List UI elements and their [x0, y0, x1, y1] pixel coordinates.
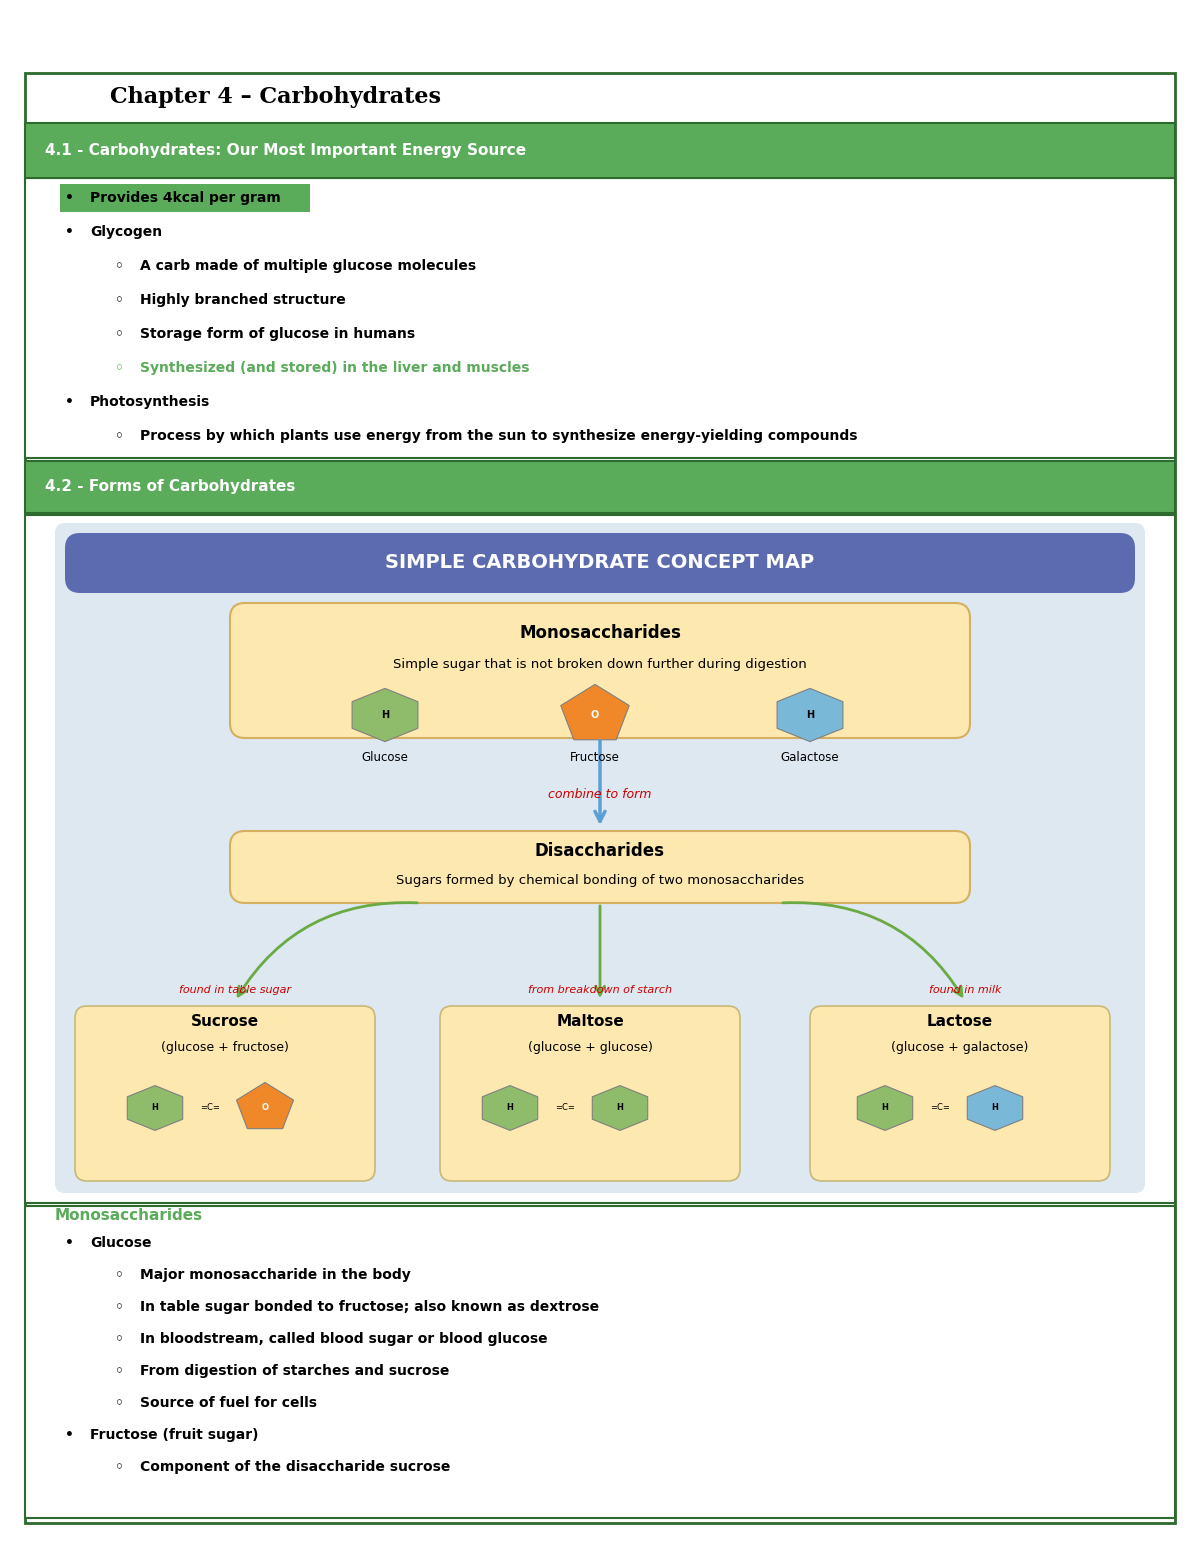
Polygon shape [593, 1086, 648, 1131]
Text: ◦: ◦ [115, 328, 124, 342]
Text: Provides 4kcal per gram: Provides 4kcal per gram [90, 191, 281, 205]
Text: From digestion of starches and sucrose: From digestion of starches and sucrose [140, 1364, 449, 1378]
FancyBboxPatch shape [74, 1006, 374, 1180]
FancyBboxPatch shape [65, 533, 1135, 593]
Text: (glucose + glucose): (glucose + glucose) [528, 1042, 653, 1054]
Text: Disaccharides: Disaccharides [535, 842, 665, 860]
Text: (glucose + fructose): (glucose + fructose) [161, 1042, 289, 1054]
Text: ◦: ◦ [115, 429, 124, 443]
Text: Component of the disaccharide sucrose: Component of the disaccharide sucrose [140, 1460, 450, 1474]
Text: (glucose + galactose): (glucose + galactose) [892, 1042, 1028, 1054]
Text: Glucose: Glucose [361, 752, 408, 764]
Text: =C=: =C= [200, 1104, 220, 1112]
Text: O: O [262, 1104, 269, 1112]
Text: ◦: ◦ [115, 294, 124, 307]
Text: Glucose: Glucose [90, 1236, 151, 1250]
Text: =C=: =C= [556, 1104, 575, 1112]
Text: SIMPLE CARBOHYDRATE CONCEPT MAP: SIMPLE CARBOHYDRATE CONCEPT MAP [385, 553, 815, 573]
Text: ◦: ◦ [115, 1364, 124, 1378]
FancyBboxPatch shape [440, 1006, 740, 1180]
Text: found in milk: found in milk [929, 985, 1001, 995]
Text: H: H [806, 710, 814, 721]
Text: Storage form of glucose in humans: Storage form of glucose in humans [140, 328, 415, 342]
Polygon shape [967, 1086, 1022, 1131]
Text: Galactose: Galactose [781, 752, 839, 764]
Text: Fructose: Fructose [570, 752, 620, 764]
Text: ◦: ◦ [115, 1300, 124, 1314]
Text: Synthesized (and stored) in the liver and muscles: Synthesized (and stored) in the liver an… [140, 360, 529, 374]
Text: H: H [991, 1104, 998, 1112]
Text: Chapter 4 – Carbohydrates: Chapter 4 – Carbohydrates [110, 85, 442, 109]
Text: Glycogen: Glycogen [90, 225, 162, 239]
Text: Maltose: Maltose [556, 1014, 624, 1028]
Polygon shape [482, 1086, 538, 1131]
Text: Photosynthesis: Photosynthesis [90, 394, 210, 408]
FancyBboxPatch shape [810, 1006, 1110, 1180]
Text: Process by which plants use energy from the sun to synthesize energy-yielding co: Process by which plants use energy from … [140, 429, 858, 443]
Text: combine to form: combine to form [548, 789, 652, 801]
Text: A carb made of multiple glucose molecules: A carb made of multiple glucose molecule… [140, 259, 476, 273]
Text: from breakdown of starch: from breakdown of starch [528, 985, 672, 995]
Text: •: • [65, 1429, 74, 1443]
Text: ◦: ◦ [115, 1460, 124, 1474]
Text: H: H [151, 1104, 158, 1112]
Text: In table sugar bonded to fructose; also known as dextrose: In table sugar bonded to fructose; also … [140, 1300, 599, 1314]
Text: Highly branched structure: Highly branched structure [140, 294, 346, 307]
FancyBboxPatch shape [25, 73, 1175, 1523]
FancyBboxPatch shape [230, 831, 970, 902]
Text: Simple sugar that is not broken down further during digestion: Simple sugar that is not broken down fur… [394, 658, 806, 671]
FancyBboxPatch shape [60, 183, 310, 213]
Text: •: • [65, 1236, 74, 1250]
Text: H: H [617, 1104, 624, 1112]
Polygon shape [857, 1086, 913, 1131]
Text: Fructose (fruit sugar): Fructose (fruit sugar) [90, 1429, 258, 1443]
Text: ◦: ◦ [115, 1396, 124, 1410]
FancyBboxPatch shape [25, 123, 1175, 179]
FancyBboxPatch shape [25, 461, 1175, 512]
Text: ◦: ◦ [115, 259, 124, 273]
Text: •: • [65, 394, 74, 408]
Text: Monosaccharides: Monosaccharides [55, 1208, 203, 1222]
Text: ◦: ◦ [115, 1267, 124, 1281]
Text: In bloodstream, called blood sugar or blood glucose: In bloodstream, called blood sugar or bl… [140, 1332, 547, 1346]
Text: =C=: =C= [930, 1104, 950, 1112]
Polygon shape [352, 688, 418, 742]
Polygon shape [778, 688, 842, 742]
Text: Major monosaccharide in the body: Major monosaccharide in the body [140, 1267, 410, 1281]
Text: •: • [65, 225, 74, 239]
Text: ◦: ◦ [115, 360, 124, 374]
Polygon shape [560, 685, 629, 739]
Text: •: • [65, 191, 74, 205]
Text: Monosaccharides: Monosaccharides [520, 624, 680, 641]
FancyBboxPatch shape [55, 523, 1145, 1193]
Text: ◦: ◦ [115, 1332, 124, 1346]
FancyBboxPatch shape [25, 179, 1175, 458]
Text: Sugars formed by chemical bonding of two monosaccharides: Sugars formed by chemical bonding of two… [396, 874, 804, 887]
FancyBboxPatch shape [25, 516, 1175, 1204]
FancyBboxPatch shape [230, 603, 970, 738]
Text: Source of fuel for cells: Source of fuel for cells [140, 1396, 317, 1410]
Text: 4.2 - Forms of Carbohydrates: 4.2 - Forms of Carbohydrates [46, 480, 295, 494]
Text: H: H [380, 710, 389, 721]
Text: Sucrose: Sucrose [191, 1014, 259, 1028]
Text: O: O [590, 710, 599, 721]
Polygon shape [236, 1082, 294, 1129]
Text: H: H [506, 1104, 514, 1112]
Text: 4.1 - Carbohydrates: Our Most Important Energy Source: 4.1 - Carbohydrates: Our Most Important … [46, 143, 526, 158]
Polygon shape [127, 1086, 182, 1131]
Text: Lactose: Lactose [926, 1014, 994, 1028]
FancyBboxPatch shape [25, 1207, 1175, 1517]
Text: H: H [882, 1104, 888, 1112]
Text: found in table sugar: found in table sugar [179, 985, 292, 995]
